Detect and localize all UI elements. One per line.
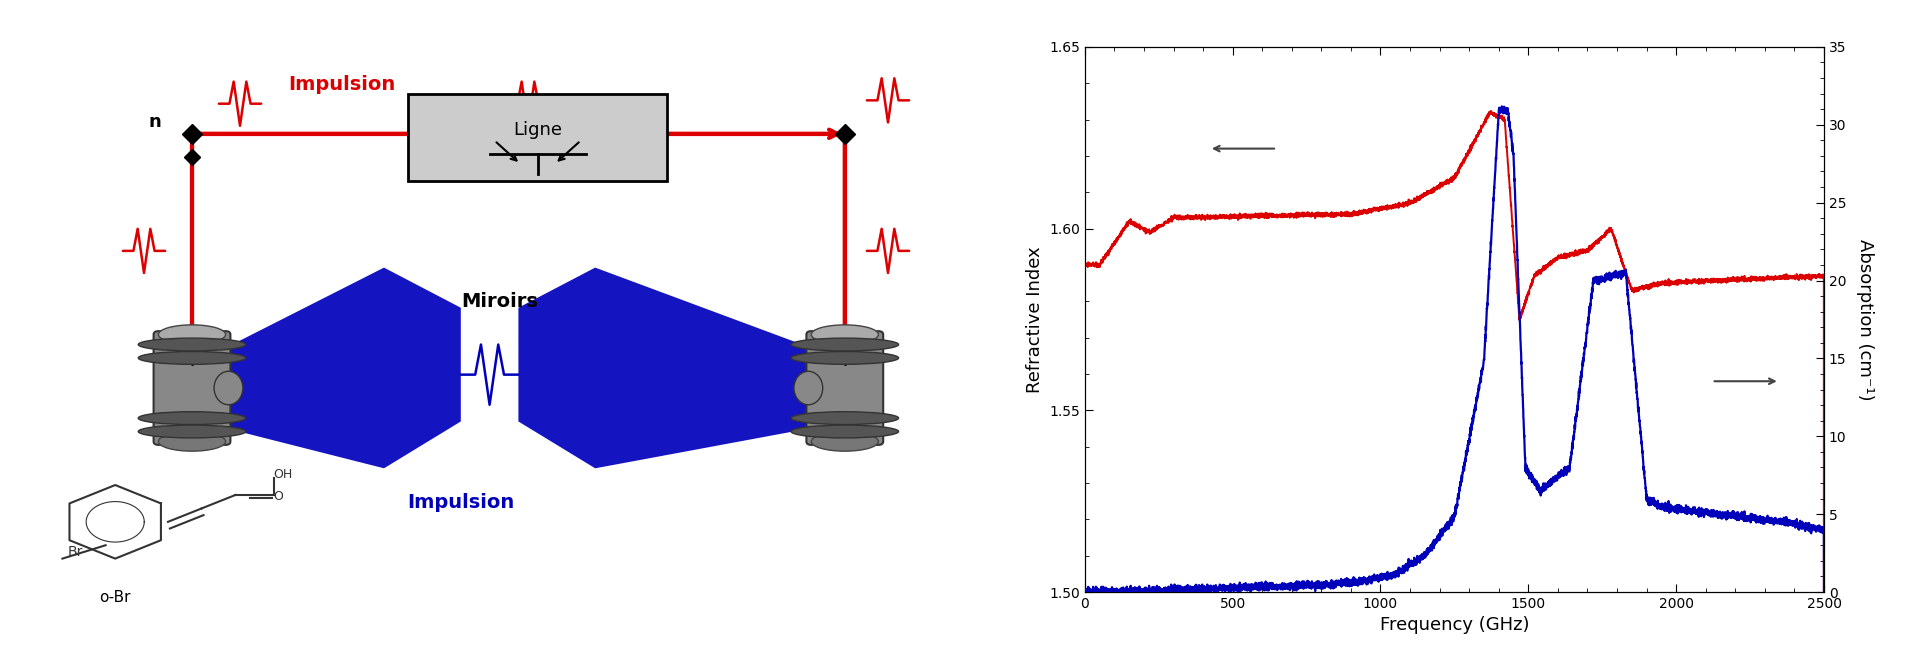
Ellipse shape [812, 325, 879, 344]
Text: Miroirs: Miroirs [461, 292, 538, 310]
Ellipse shape [791, 338, 899, 351]
Y-axis label: Refractive Index: Refractive Index [1025, 246, 1043, 393]
Ellipse shape [157, 432, 227, 451]
Y-axis label: Absorption (cm⁻¹): Absorption (cm⁻¹) [1857, 239, 1874, 400]
Text: Ligne: Ligne [513, 122, 563, 139]
FancyBboxPatch shape [806, 331, 883, 445]
Text: o-Br: o-Br [100, 590, 131, 605]
FancyBboxPatch shape [407, 94, 668, 181]
Polygon shape [518, 268, 812, 468]
Text: OH: OH [275, 468, 294, 482]
Ellipse shape [791, 425, 899, 438]
Ellipse shape [795, 371, 822, 405]
Text: Impulsion: Impulsion [288, 76, 396, 94]
Polygon shape [227, 268, 461, 468]
X-axis label: Frequency (GHz): Frequency (GHz) [1380, 616, 1528, 634]
Ellipse shape [791, 411, 899, 425]
Text: O: O [275, 490, 284, 503]
FancyBboxPatch shape [154, 331, 230, 445]
Text: n: n [150, 113, 161, 131]
Ellipse shape [138, 338, 246, 351]
Text: Impulsion: Impulsion [407, 494, 515, 512]
Ellipse shape [213, 371, 242, 405]
Text: Br: Br [67, 545, 83, 559]
Ellipse shape [812, 432, 879, 451]
Ellipse shape [138, 411, 246, 425]
Ellipse shape [138, 351, 246, 365]
Ellipse shape [791, 351, 899, 365]
Ellipse shape [138, 425, 246, 438]
Ellipse shape [157, 325, 227, 344]
